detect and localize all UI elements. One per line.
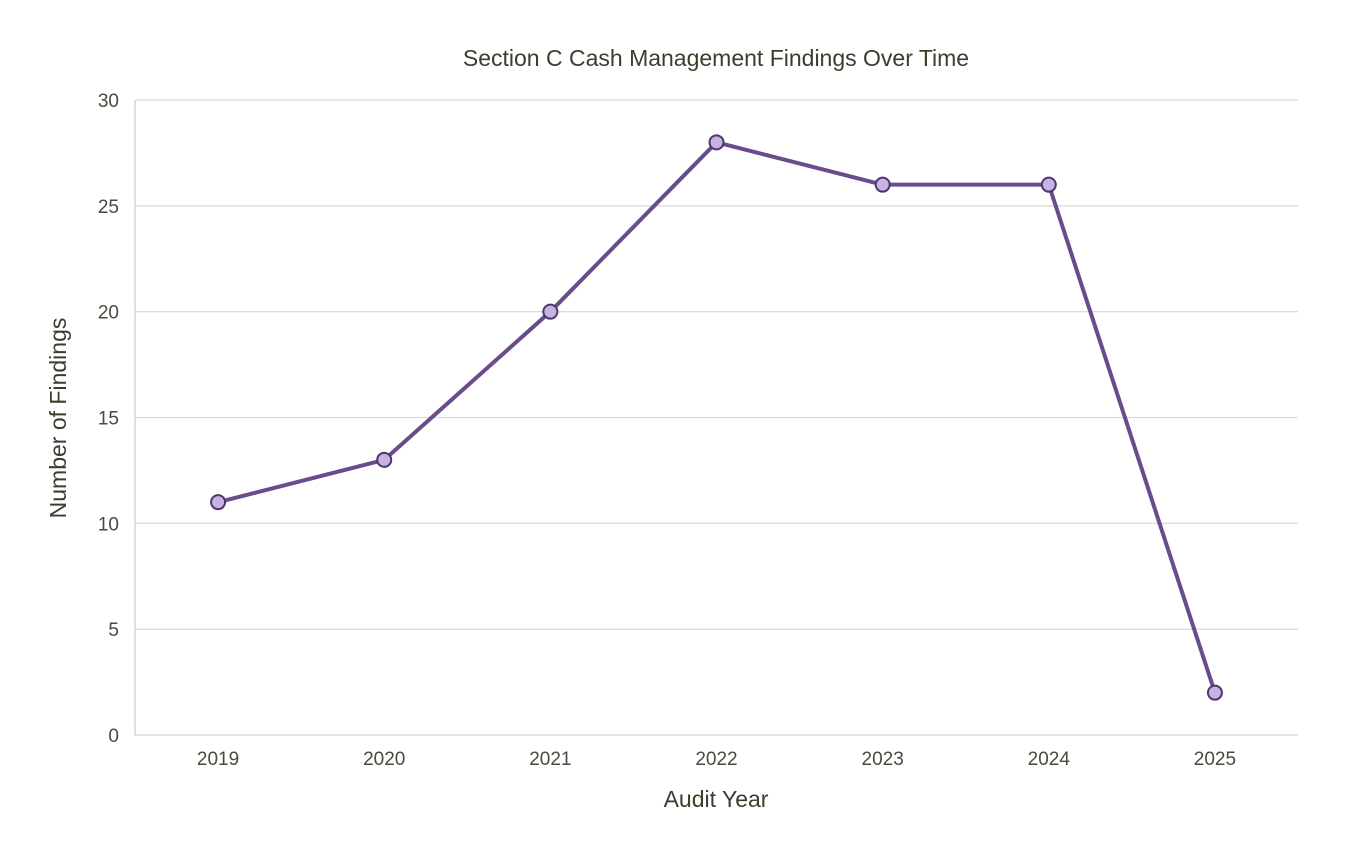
- axes: [134, 100, 1298, 736]
- data-point-2025: [1206, 684, 1223, 701]
- series: [210, 134, 1223, 701]
- x-tick-label: 2020: [363, 749, 405, 770]
- y-tick-label: 25: [98, 197, 119, 218]
- data-point-2023: [874, 176, 891, 193]
- data-point-2022: [708, 134, 725, 151]
- y-tick-labels: 0 5 10 15 20 25 30: [98, 91, 119, 747]
- x-tick-label: 2024: [1028, 749, 1071, 770]
- x-tick-label: 2023: [862, 749, 904, 770]
- data-point-2019: [210, 494, 227, 511]
- data-point-2020: [376, 451, 393, 468]
- y-tick-label: 30: [98, 91, 119, 112]
- x-tick-label: 2022: [695, 749, 737, 770]
- x-tick-label: 2021: [529, 749, 571, 770]
- y-tick-label: 5: [108, 620, 119, 641]
- y-tick-label: 10: [98, 514, 119, 535]
- data-point-2021: [542, 303, 559, 320]
- chart-title: Section C Cash Management Findings Over …: [463, 45, 969, 71]
- x-tick-label: 2025: [1194, 749, 1236, 770]
- y-axis-label: Number of Findings: [45, 318, 71, 519]
- x-axis-label: Audit Year: [664, 786, 769, 812]
- y-tick-label: 15: [98, 409, 119, 430]
- gridlines: [135, 99, 1298, 630]
- x-tick-labels: 2019 2020 2021 2022 2023 2024 2025: [197, 749, 1236, 770]
- y-tick-label: 20: [98, 303, 119, 324]
- x-tick-label: 2019: [197, 749, 239, 770]
- y-tick-label: 0: [108, 726, 119, 747]
- data-point-2024: [1040, 176, 1057, 193]
